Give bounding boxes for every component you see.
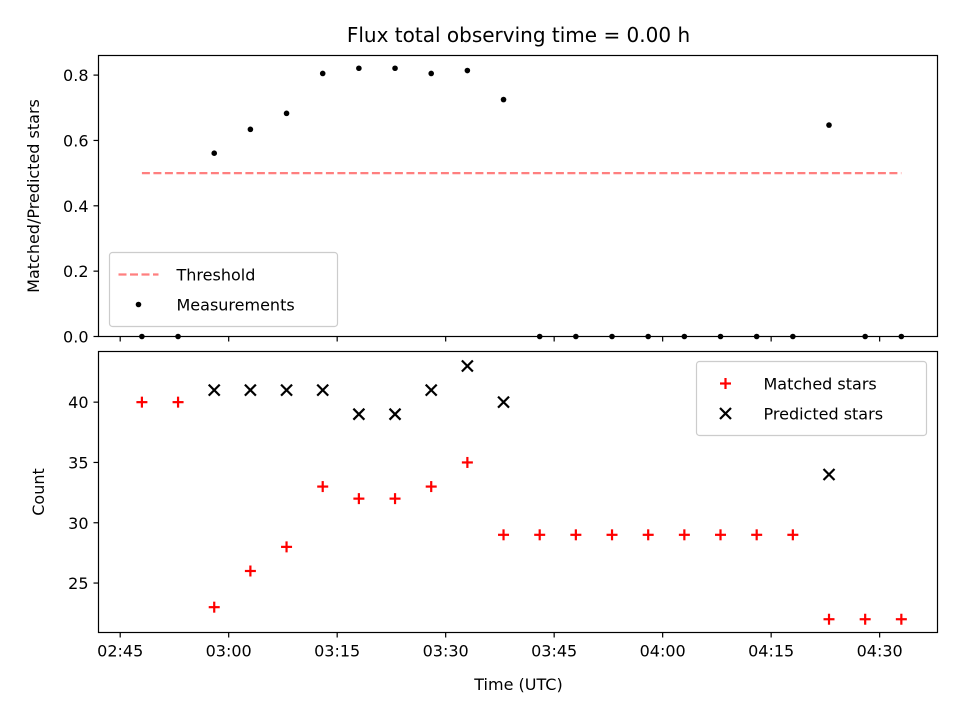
x-tick-label: 04:00 — [640, 642, 686, 661]
bottom-matched-stars-point-16 — [715, 529, 727, 541]
bottom-axis-ticks: 02:45 03:00 03:15 03:30 03:45 04:00 04:15 04:30… — [68, 393, 903, 660]
bottom-matched-stars-point-17 — [751, 529, 763, 541]
top-measurements-point-2 — [211, 150, 218, 156]
bottom-matched-stars-point-11 — [534, 529, 546, 541]
bottom-matched-stars-point-19 — [823, 613, 835, 625]
bottom-matched-stars-point-14 — [642, 529, 654, 541]
bottom-predicted-stars-point-2 — [280, 383, 293, 397]
bottom-matched-stars-point-8 — [425, 481, 437, 493]
top-measurements-point-5 — [319, 70, 326, 77]
bottom-legend-predicted-stars-label: Predicted stars — [764, 405, 884, 424]
bottom-predicted-stars-point-1 — [244, 383, 257, 397]
top-y-axis-label: Matched/Predicted stars — [24, 99, 43, 293]
bottom-matched-stars-point-1 — [172, 396, 184, 408]
bottom-legend: Matched stars Predicted stars — [695, 360, 928, 437]
bottom-predicted-stars-point-0 — [207, 383, 221, 397]
top-panel: 0.00.20.40.60.8 Matched/Predicted stars … — [24, 54, 939, 347]
top-measurements-point-10 — [500, 96, 507, 103]
top-legend-box — [108, 251, 339, 328]
top-legend-measurements-swatch — [135, 301, 142, 308]
bottom-legend-matched-stars-swatch — [720, 378, 731, 389]
bottom-matched-stars-point-6 — [353, 493, 365, 505]
x-tick-label: 04:30 — [857, 642, 903, 661]
top-measurements-point-3 — [247, 126, 254, 133]
bottom-matched-stars-point-4 — [281, 541, 293, 553]
bottom-matched-stars-point-3 — [244, 565, 256, 577]
bottom-matched-stars-point-21 — [895, 613, 907, 625]
top-legend-threshold-label: Threshold — [176, 266, 256, 285]
bottom-y-tick-label: 40 — [68, 393, 88, 412]
top-measurements-point-6 — [356, 65, 362, 72]
bottom-axes-frame — [97, 350, 939, 634]
top-y-tick-label: 0.0 — [63, 328, 88, 347]
bottom-predicted-stars-point-6 — [424, 383, 438, 397]
bottom-matched-stars-point-9 — [461, 456, 473, 468]
x-tick-label: 02:45 — [97, 642, 143, 661]
bottom-predicted-stars-point-8 — [497, 395, 510, 409]
bottom-matched-stars-point-13 — [606, 529, 618, 541]
top-measurements-point-4 — [283, 110, 290, 117]
bottom-predicted-stars-point-9 — [822, 468, 836, 481]
top-y-tick-label: 0.2 — [63, 262, 88, 281]
bottom-y-tick-label: 30 — [68, 514, 88, 533]
bottom-predicted-stars-point-5 — [388, 407, 402, 421]
bottom-panel: 02:45 03:00 03:15 03:30 03:45 04:00 04:15 04:30… — [29, 350, 939, 694]
x-tick-label: 03:15 — [314, 642, 360, 661]
bottom-matched-stars-point-7 — [389, 493, 401, 505]
bottom-x-axis-label: Time (UTC) — [473, 675, 562, 694]
x-tick-label: 04:15 — [748, 642, 794, 661]
top-chart-title: Flux total observing time = 0.00 h — [347, 23, 690, 47]
top-y-tick-label: 0.4 — [63, 197, 88, 216]
x-tick-label: 03:45 — [531, 642, 577, 661]
bottom-data-layer — [136, 359, 907, 625]
top-measurements-point-19 — [826, 122, 832, 128]
bottom-y-tick-label: 35 — [68, 453, 88, 472]
top-axes-frame — [97, 54, 939, 338]
bottom-matched-stars-point-18 — [787, 529, 799, 541]
bottom-y-axis-label: Count — [29, 468, 48, 516]
bottom-matched-stars-point-5 — [317, 481, 329, 493]
bottom-predicted-stars-point-7 — [461, 359, 474, 373]
bottom-matched-stars-point-20 — [859, 613, 871, 625]
bottom-matched-stars-point-2 — [208, 601, 220, 613]
bottom-matched-stars-point-15 — [678, 529, 690, 541]
top-measurements-point-7 — [392, 65, 398, 72]
top-legend: Threshold Measurements — [108, 251, 339, 328]
bottom-matched-stars-point-0 — [136, 396, 148, 408]
top-measurements-point-9 — [464, 67, 471, 74]
top-y-tick-label: 0.8 — [63, 66, 88, 85]
top-measurements-point-8 — [428, 70, 435, 77]
x-tick-label: 03:30 — [423, 642, 469, 661]
bottom-y-tick-label: 25 — [68, 574, 88, 593]
x-tick-label: 03:00 — [206, 642, 252, 661]
bottom-predicted-stars-point-3 — [316, 383, 329, 397]
bottom-matched-stars-point-12 — [570, 529, 582, 541]
bottom-predicted-stars-point-4 — [352, 407, 366, 421]
top-legend-measurements-label: Measurements — [177, 296, 295, 315]
bottom-legend-box — [695, 360, 928, 437]
top-axis-ticks: 0.0 0.2 0.4 0.6 0.8 — [63, 66, 881, 347]
top-y-tick-label: 0.6 — [63, 131, 88, 150]
bottom-matched-stars-point-10 — [498, 529, 510, 541]
bottom-legend-predicted-stars-swatch — [719, 407, 732, 420]
bottom-legend-matched-stars-label: Matched stars — [764, 375, 877, 394]
